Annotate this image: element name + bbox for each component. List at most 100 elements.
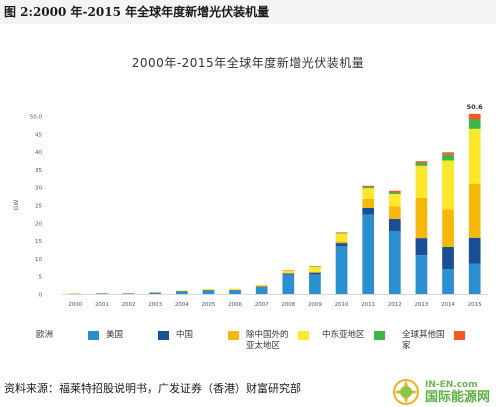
- y-tick-label: 25: [35, 204, 42, 210]
- x-tick-label: 2002: [122, 302, 136, 308]
- legend-label: 中国: [176, 330, 224, 341]
- bar-segment-usa-2009: [309, 273, 321, 275]
- bar-segment-asia_pacific-2015: [469, 129, 481, 184]
- bar-segment-china-2014: [442, 209, 454, 247]
- bar-segment-usa-2014: [442, 247, 454, 269]
- y-tick-label: 5: [39, 275, 43, 281]
- bar-segment-europe-2004: [176, 292, 188, 294]
- bar-segment-asia_pacific-2008: [282, 271, 294, 274]
- legend-item-middle_east: 中东亚地区: [322, 330, 385, 341]
- y-tick-label: 50.0: [30, 115, 43, 121]
- bar-segment-usa-2008: [282, 273, 294, 274]
- bar-segment-china-2011: [362, 199, 374, 208]
- bar-segment-usa-2010: [336, 243, 348, 246]
- bar-segment-europe-2010: [336, 246, 348, 294]
- x-tick-label: 2003: [148, 302, 162, 308]
- bar-segment-usa-2012: [389, 219, 401, 231]
- x-tick-label: 2001: [95, 302, 109, 308]
- x-tick-label: 2000: [68, 302, 82, 308]
- bar-segment-china-2010: [336, 241, 348, 243]
- bar-segment-asia_pacific-2013: [416, 166, 428, 198]
- x-tick-label: 2009: [308, 302, 322, 308]
- x-tick-label: 2015: [468, 302, 482, 308]
- legend-swatch: [228, 331, 239, 340]
- bar-segment-europe-2006: [229, 290, 241, 294]
- bar-segment-asia_pacific-2006: [229, 289, 241, 290]
- legend-swatch: [158, 331, 169, 340]
- x-tick-label: 2014: [441, 302, 455, 308]
- legend-swatch: [88, 331, 99, 340]
- bar-segment-rest_world-2011: [362, 186, 374, 187]
- y-tick-label: 45: [35, 132, 42, 138]
- bar-segment-europe-2014: [442, 269, 454, 294]
- bar-segment-europe-2015: [469, 264, 481, 294]
- y-tick-label: 10: [35, 257, 42, 263]
- y-tick-label: 30: [35, 186, 42, 192]
- x-tick-label: 2004: [175, 302, 189, 308]
- x-tick-label: 2006: [228, 302, 242, 308]
- bar-segment-usa-2011: [362, 208, 374, 215]
- x-tick-label: 2013: [414, 302, 428, 308]
- bar-segment-europe-2005: [203, 290, 215, 294]
- legend-label: 欧洲: [36, 330, 84, 341]
- bar-segment-asia_pacific-2014: [442, 161, 454, 210]
- legend-swatch: [374, 331, 385, 340]
- bar-segment-middle_east-2014: [442, 155, 454, 161]
- bar-segment-middle_east-2015: [469, 120, 481, 129]
- legend-item-usa: 美国: [106, 330, 169, 341]
- bar-segment-asia_pacific-2005: [203, 289, 215, 290]
- legend-label: 全球其他国家: [402, 330, 450, 352]
- y-tick-label: 20: [35, 221, 42, 227]
- bar-segment-europe-2003: [149, 293, 161, 294]
- bar-segment-middle_east-2011: [362, 187, 374, 188]
- bar-segment-europe-2013: [416, 255, 428, 294]
- watermark-url: IN-EN.com: [425, 380, 490, 390]
- bar-segment-china-2012: [389, 206, 401, 218]
- bar-segment-china-2009: [309, 272, 321, 273]
- bar-segment-asia_pacific-2007: [256, 285, 268, 287]
- y-tick-label: 0: [39, 293, 43, 299]
- legend-swatch: [298, 331, 309, 340]
- legend-item-rest_world: 全球其他国家: [402, 330, 465, 352]
- legend-label: 除中国外的亚太地区: [246, 330, 294, 352]
- bar-segment-asia_pacific-2010: [336, 233, 348, 241]
- bar-segment-europe-2002: [123, 293, 135, 294]
- x-tick-label: 2011: [361, 302, 375, 308]
- bar-segment-asia_pacific-2012: [389, 194, 401, 206]
- bar-segment-china-2015: [469, 184, 481, 238]
- bar-segment-usa-2007: [256, 287, 268, 288]
- x-tick-label: 2012: [388, 302, 402, 308]
- bar-segment-europe-2012: [389, 231, 401, 294]
- in-en-logo-icon: [391, 377, 421, 407]
- bar-segment-europe-2009: [309, 274, 321, 294]
- source-note: 资料来源：福莱特招股说明书，广发证券（香港）财富研究部: [4, 380, 301, 396]
- legend-swatch: [454, 331, 465, 340]
- bar-segment-rest_world-2010: [336, 232, 348, 233]
- bar-segment-europe-2001: [96, 293, 108, 294]
- legend-item-europe: 欧洲: [36, 330, 99, 341]
- bar-segment-europe-2011: [362, 215, 374, 294]
- bar-segment-rest_world-2013: [416, 161, 428, 163]
- watermark: IN-EN.com 国际能源网: [391, 377, 490, 407]
- legend-label: 中东亚地区: [322, 330, 370, 341]
- y-tick-label: 15: [35, 239, 42, 245]
- bar-segment-europe-2008: [282, 274, 294, 294]
- x-tick-label: 2010: [335, 302, 349, 308]
- annotations: 50.6: [467, 103, 484, 111]
- bar-segment-europe-2007: [256, 287, 268, 294]
- y-tick-label: 40: [35, 150, 42, 156]
- legend: 欧洲 美国 中国 除中国外的亚太地区 中东亚地区 全球其他国家: [0, 326, 496, 366]
- bar-segment-middle_east-2013: [416, 163, 428, 166]
- x-tick-label: 2008: [281, 302, 295, 308]
- bar-segment-asia_pacific-2009: [309, 267, 321, 272]
- legend-label: 美国: [106, 330, 154, 341]
- legend-item-china: 中国: [176, 330, 239, 341]
- bar-segment-rest_world-2015: [469, 114, 481, 120]
- bar-segment-rest_world-2014: [442, 152, 454, 154]
- legend-item-asia_pacific: 除中国外的亚太地区: [246, 330, 309, 352]
- bar-segment-asia_pacific-2004: [176, 290, 188, 291]
- bars: [69, 114, 480, 294]
- y-axis-label: GW: [13, 200, 20, 211]
